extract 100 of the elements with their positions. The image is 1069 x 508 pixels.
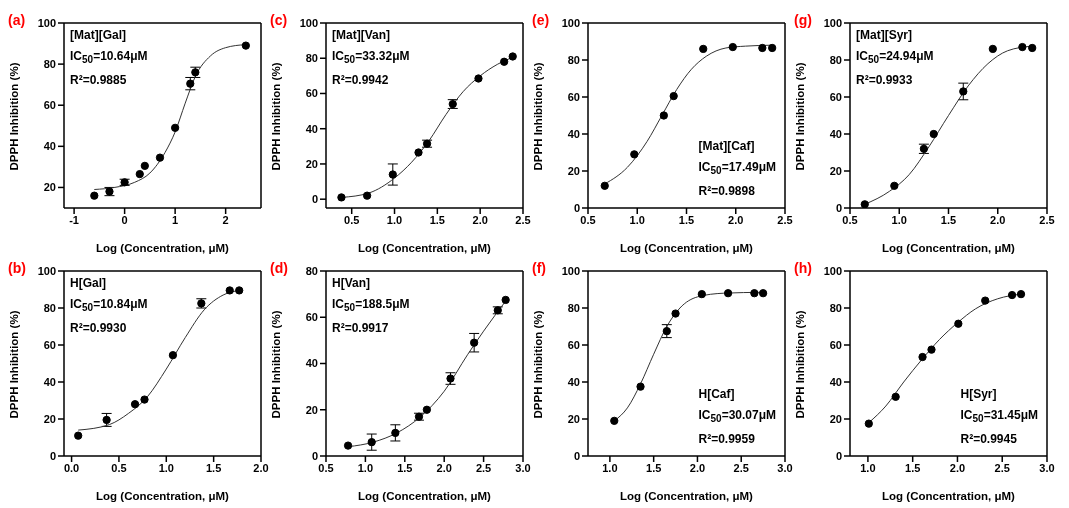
x-tick-label: 2.5 bbox=[1039, 213, 1055, 226]
x-tick-label: 3.0 bbox=[777, 461, 793, 474]
chart-title: (g) bbox=[794, 12, 812, 28]
point bbox=[864, 419, 873, 428]
point bbox=[362, 191, 372, 200]
y-tick-label: 20 bbox=[43, 181, 56, 194]
annotation: R²=0.9917 bbox=[332, 320, 390, 338]
y-tick-label: 100 bbox=[561, 16, 580, 29]
point bbox=[630, 150, 639, 159]
y-tick-label: 80 bbox=[43, 58, 56, 71]
point bbox=[422, 405, 432, 414]
y-tick-label: 100 bbox=[37, 16, 56, 29]
annotation: R²=0.9885 bbox=[70, 72, 128, 90]
x-tick-label: 1.5 bbox=[206, 461, 222, 474]
chart-title: (b) bbox=[8, 260, 26, 276]
x-tick-label: 1 bbox=[172, 213, 179, 226]
point bbox=[768, 43, 777, 53]
point bbox=[758, 43, 767, 53]
annotation: IC$_{50}$=10.84μM bbox=[70, 296, 148, 316]
point bbox=[1028, 43, 1037, 53]
annotation: R²=0.9898 bbox=[698, 183, 756, 201]
chart-title: (d) bbox=[270, 260, 288, 276]
point bbox=[758, 289, 768, 298]
y-tick-label: 80 bbox=[567, 301, 580, 314]
x-tick-label: 0.0 bbox=[63, 461, 80, 474]
annotation: IC$_{50}$=31.45μM bbox=[960, 407, 1038, 427]
point bbox=[225, 286, 234, 295]
point bbox=[500, 57, 509, 66]
point bbox=[891, 392, 900, 401]
annotation: R²=0.9942 bbox=[332, 72, 390, 90]
y-tick-label: 60 bbox=[567, 90, 580, 103]
x-tick-label: 0.5 bbox=[318, 461, 334, 474]
point bbox=[74, 431, 83, 440]
x-tick-label: 3.0 bbox=[1039, 461, 1055, 474]
x-tick-label: 1.0 bbox=[860, 461, 876, 474]
y-tick-label: 100 bbox=[823, 16, 842, 29]
annotation: IC$_{50}$=24.94μM bbox=[856, 48, 934, 68]
x-tick-label: 1.5 bbox=[940, 213, 957, 226]
x-axis-title: Log (Concentration, μM) bbox=[96, 242, 230, 254]
x-tick-label: 2.0 bbox=[990, 213, 1006, 226]
y-tick-label: 20 bbox=[305, 403, 318, 416]
x-axis-title: Log (Concentration, μM) bbox=[358, 490, 492, 502]
x-axis-title: Log (Concentration, μM) bbox=[620, 490, 754, 502]
annotation: IC$_{50}$=17.49μM bbox=[698, 159, 776, 179]
annotation: IC$_{50}$=33.32μM bbox=[332, 48, 410, 68]
x-tick-label: -1 bbox=[69, 213, 79, 226]
point bbox=[337, 193, 346, 202]
y-tick-label: 100 bbox=[561, 264, 580, 277]
y-axis-title: DPPH Inhibition (%) bbox=[8, 310, 21, 419]
point bbox=[391, 428, 400, 438]
y-tick-label: 60 bbox=[829, 338, 842, 351]
point bbox=[699, 44, 708, 54]
x-tick-label: 2.5 bbox=[475, 461, 492, 474]
point bbox=[1018, 42, 1027, 52]
x-tick-label: 0.5 bbox=[111, 461, 127, 474]
y-tick-label: 60 bbox=[829, 90, 842, 103]
chart-title: (a) bbox=[8, 12, 26, 28]
point bbox=[1016, 289, 1026, 299]
x-tick-label: 2.0 bbox=[253, 461, 269, 474]
annotation: H[Caf] bbox=[698, 386, 736, 403]
y-tick-label: 60 bbox=[305, 87, 318, 100]
point bbox=[155, 153, 165, 162]
x-tick-label: 2.5 bbox=[777, 213, 793, 226]
y-tick-label: 40 bbox=[567, 127, 580, 140]
x-tick-label: 2.5 bbox=[733, 461, 749, 474]
y-axis-title: DPPH Inhibition (%) bbox=[270, 62, 283, 171]
y-tick-label: 40 bbox=[829, 127, 842, 140]
y-tick-label: 40 bbox=[305, 357, 318, 370]
point bbox=[954, 319, 963, 328]
chart-title: (f) bbox=[532, 260, 546, 276]
annotation: R²=0.9930 bbox=[70, 320, 128, 338]
y-tick-label: 80 bbox=[43, 301, 56, 314]
point bbox=[474, 74, 483, 83]
point bbox=[170, 123, 180, 132]
y-tick-label: 0 bbox=[311, 449, 318, 462]
y-tick-label: 100 bbox=[823, 264, 842, 277]
x-tick-label: 2.0 bbox=[436, 461, 452, 474]
x-tick-label: 0 bbox=[121, 213, 128, 226]
chart-title: (h) bbox=[794, 260, 812, 276]
x-axis-title: Log (Concentration, μM) bbox=[882, 242, 1016, 254]
x-axis-title: Log (Concentration, μM) bbox=[358, 242, 492, 254]
x-tick-label: 1.0 bbox=[602, 461, 618, 474]
point bbox=[140, 395, 149, 404]
y-tick-label: 0 bbox=[573, 201, 580, 214]
point bbox=[343, 441, 353, 450]
y-tick-label: 20 bbox=[567, 412, 580, 425]
x-tick-label: 2 bbox=[222, 213, 229, 226]
y-tick-label: 100 bbox=[299, 16, 318, 29]
y-tick-label: 0 bbox=[573, 449, 580, 462]
x-axis-title: Log (Concentration, μM) bbox=[620, 242, 754, 254]
y-tick-label: 60 bbox=[43, 99, 56, 112]
y-tick-label: 80 bbox=[305, 264, 318, 277]
x-tick-label: 3.0 bbox=[515, 461, 531, 474]
point bbox=[600, 181, 609, 190]
annotation: R²=0.9933 bbox=[856, 72, 914, 90]
x-axis-title: Log (Concentration, μM) bbox=[96, 490, 230, 502]
x-tick-label: 2.0 bbox=[728, 213, 744, 226]
x-tick-label: 2.0 bbox=[689, 461, 706, 474]
point bbox=[414, 148, 423, 157]
y-tick-label: 60 bbox=[567, 338, 580, 351]
